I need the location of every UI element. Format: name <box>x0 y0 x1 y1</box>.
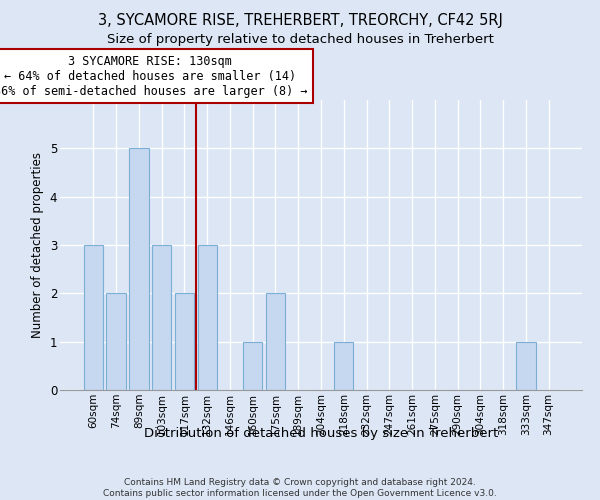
Bar <box>243 342 262 390</box>
Bar <box>334 342 353 390</box>
Bar <box>84 245 103 390</box>
Text: Distribution of detached houses by size in Treherbert: Distribution of detached houses by size … <box>144 428 498 440</box>
Bar <box>516 342 536 390</box>
Bar <box>266 294 285 390</box>
Bar <box>129 148 149 390</box>
Y-axis label: Number of detached properties: Number of detached properties <box>31 152 44 338</box>
Text: Size of property relative to detached houses in Treherbert: Size of property relative to detached ho… <box>107 32 493 46</box>
Bar <box>152 245 172 390</box>
Bar <box>175 294 194 390</box>
Bar <box>197 245 217 390</box>
Bar <box>106 294 126 390</box>
Text: 3 SYCAMORE RISE: 130sqm
← 64% of detached houses are smaller (14)
36% of semi-de: 3 SYCAMORE RISE: 130sqm ← 64% of detache… <box>0 54 307 98</box>
Text: Contains HM Land Registry data © Crown copyright and database right 2024.
Contai: Contains HM Land Registry data © Crown c… <box>103 478 497 498</box>
Text: 3, SYCAMORE RISE, TREHERBERT, TREORCHY, CF42 5RJ: 3, SYCAMORE RISE, TREHERBERT, TREORCHY, … <box>98 12 502 28</box>
